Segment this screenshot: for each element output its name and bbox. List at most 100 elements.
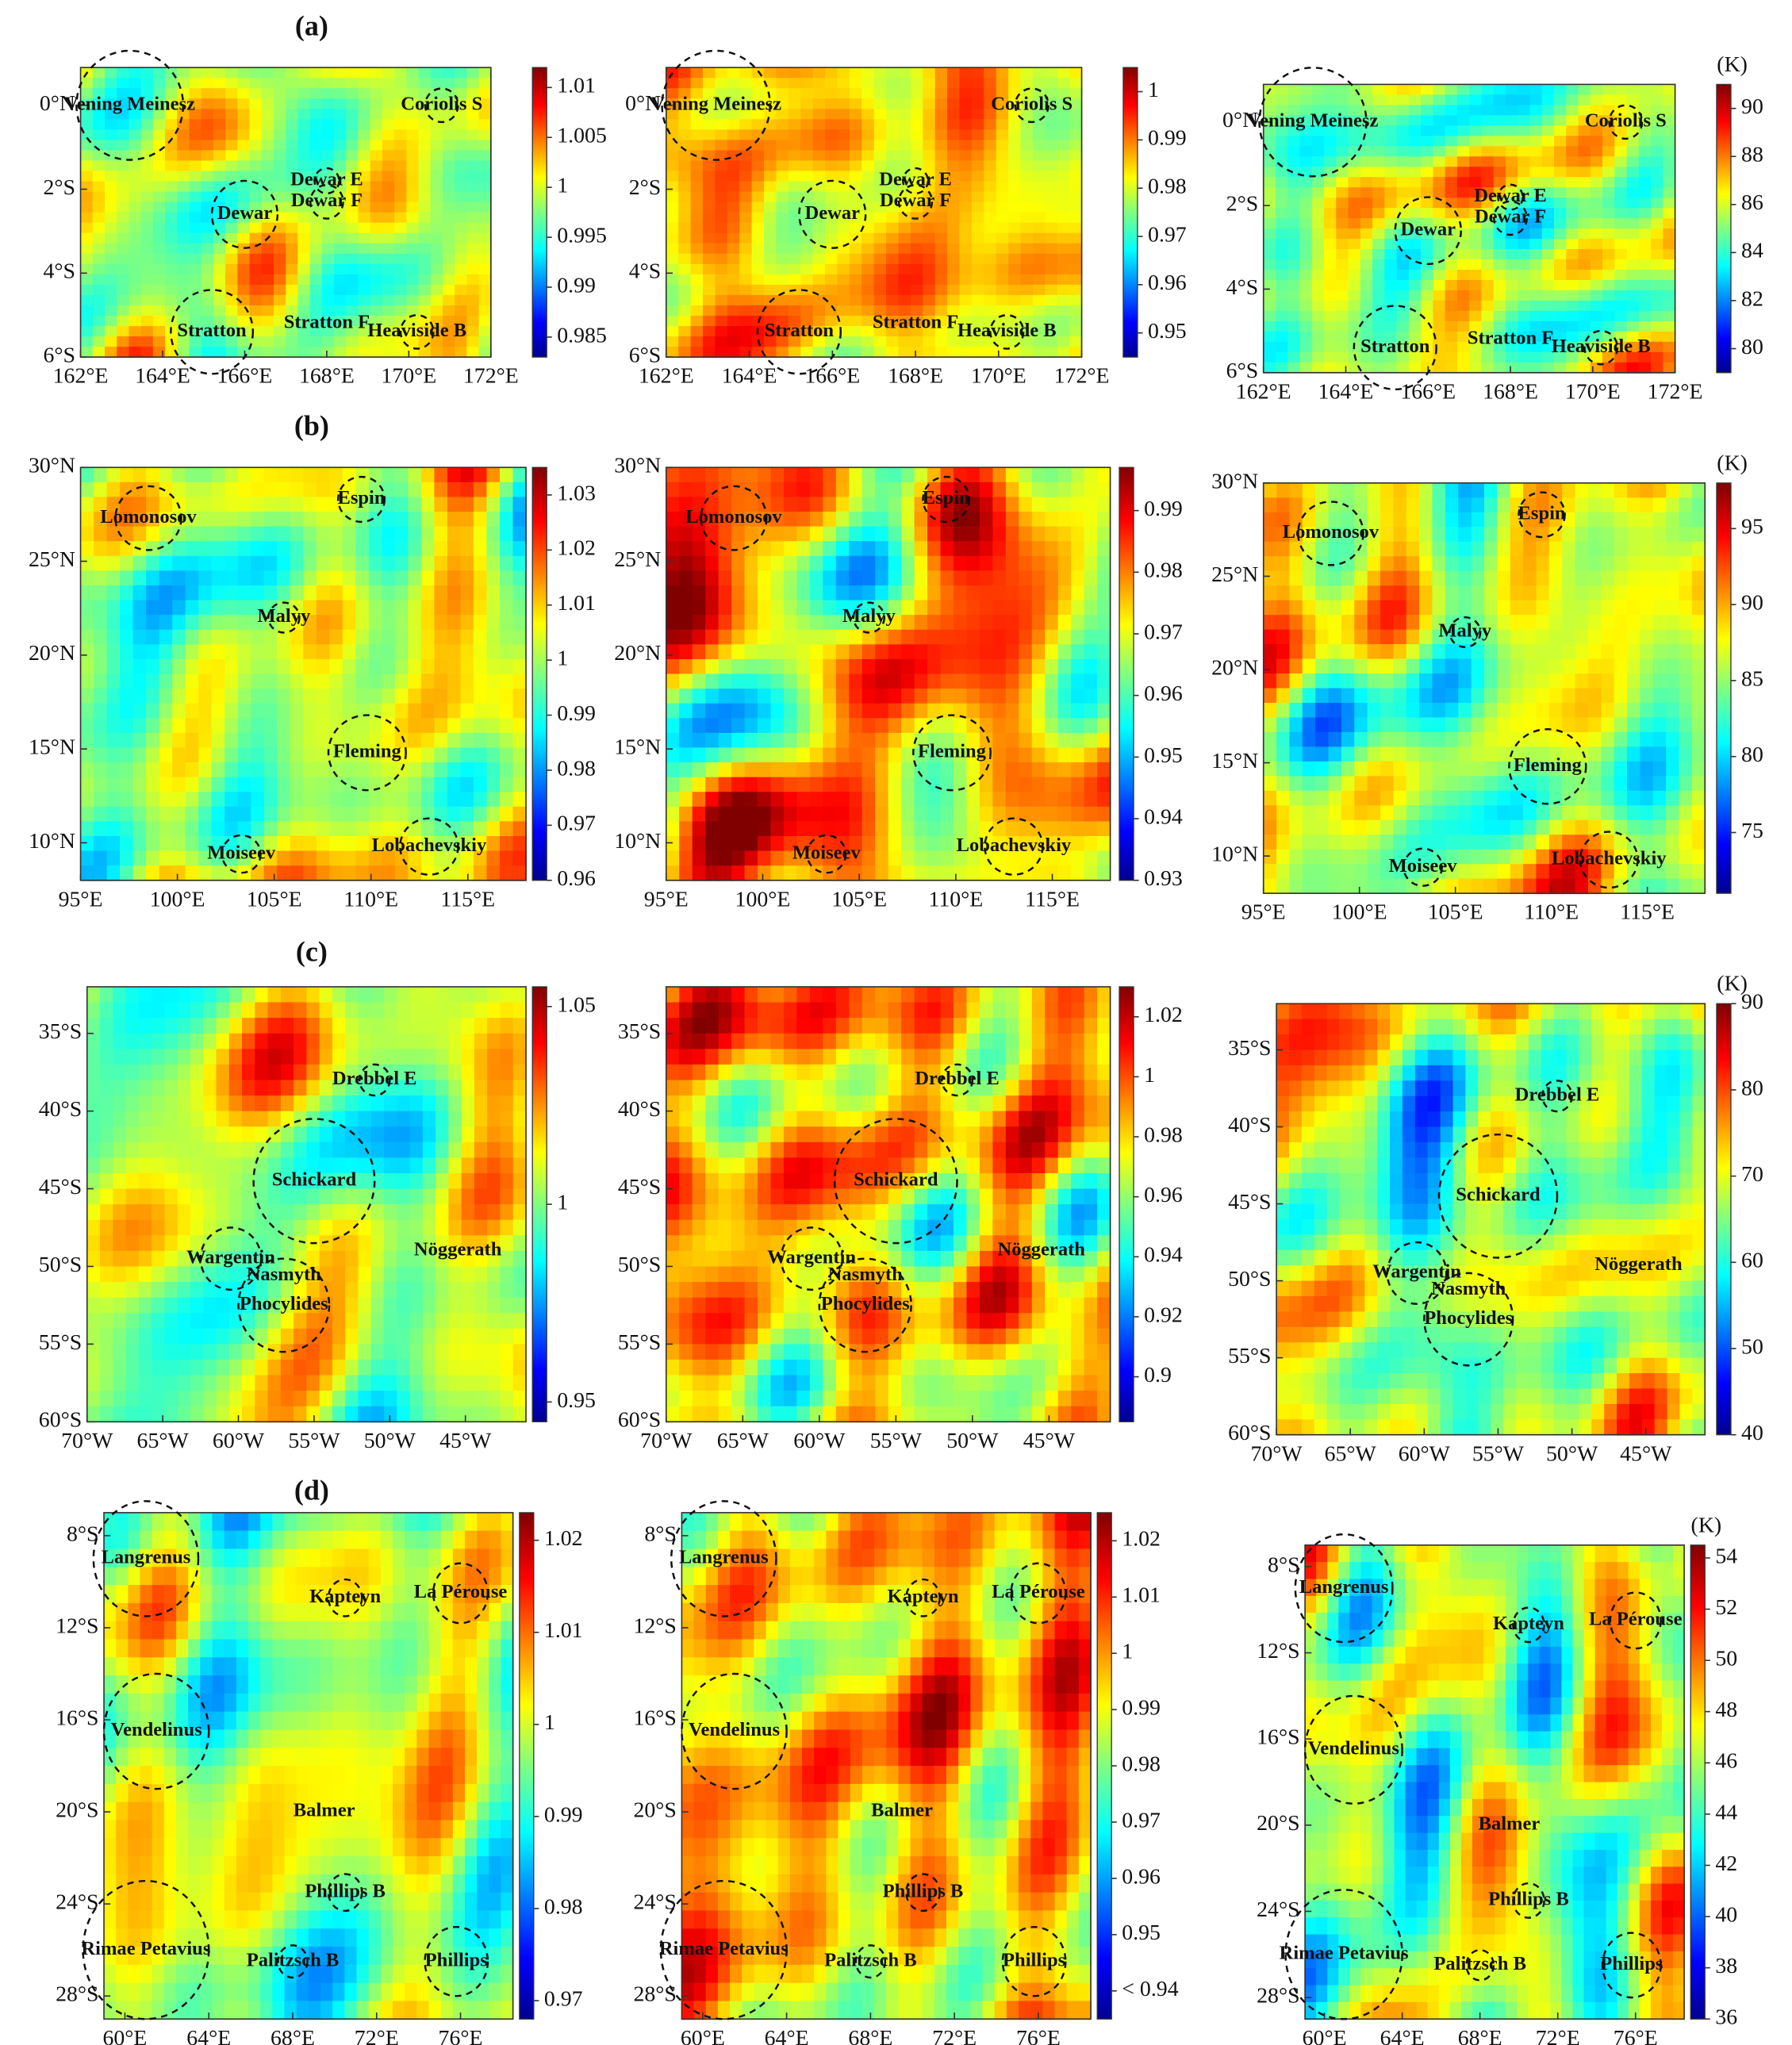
heatmap-cell bbox=[478, 191, 492, 203]
heatmap-cell bbox=[984, 305, 997, 317]
heatmap-cell bbox=[177, 274, 190, 286]
heatmap-cell bbox=[1384, 136, 1398, 148]
heatmap-cell bbox=[1626, 269, 1640, 281]
heatmap-cell bbox=[316, 482, 331, 498]
heatmap-cell bbox=[172, 835, 186, 852]
heatmap-cell bbox=[225, 78, 239, 90]
heatmap-cell bbox=[731, 600, 746, 616]
heatmap-cell bbox=[901, 600, 915, 616]
heatmap-cell bbox=[910, 150, 924, 162]
heatmap-cell bbox=[770, 570, 785, 586]
heatmap-cell bbox=[198, 629, 213, 646]
heatmap-cell bbox=[776, 263, 789, 275]
heatmap-cell bbox=[120, 673, 134, 690]
heatmap-cell bbox=[1578, 218, 1591, 230]
colorbar bbox=[1122, 67, 1138, 358]
heatmap-cell bbox=[731, 792, 746, 808]
heatmap-cell bbox=[1408, 167, 1422, 178]
heatmap-cell bbox=[923, 243, 936, 255]
heatmap-cell bbox=[1299, 136, 1313, 148]
heatmap-cell bbox=[1541, 259, 1555, 270]
heatmap-cell bbox=[1336, 331, 1349, 343]
heatmap-cell bbox=[189, 181, 202, 193]
heatmap-cell bbox=[1045, 160, 1058, 172]
heatmap-cell bbox=[94, 600, 108, 616]
heatmap-cell bbox=[355, 658, 370, 675]
heatmap-cell bbox=[1518, 279, 1531, 291]
heatmap-cell bbox=[370, 67, 383, 79]
heatmap-cell bbox=[715, 232, 728, 244]
heatmap-cell bbox=[1433, 84, 1446, 96]
heatmap-cell bbox=[1071, 762, 1085, 778]
heatmap-cell bbox=[923, 109, 936, 121]
heatmap-cell bbox=[1057, 570, 1073, 586]
heatmap-cell bbox=[927, 835, 942, 852]
heatmap-cell bbox=[1008, 119, 1022, 131]
heatmap-cell bbox=[1469, 239, 1483, 251]
heatmap-cell bbox=[910, 67, 924, 79]
heatmap-cell bbox=[261, 98, 274, 110]
heatmap-cell bbox=[213, 305, 227, 317]
heatmap-cell bbox=[420, 570, 436, 586]
heatmap-cell bbox=[290, 835, 305, 852]
heatmap-cell bbox=[1008, 294, 1022, 306]
heatmap-cell bbox=[104, 171, 118, 182]
heatmap-cell bbox=[727, 129, 741, 141]
heatmap-cell bbox=[346, 98, 359, 110]
heatmap-cell bbox=[825, 119, 838, 131]
heatmap-cell bbox=[1421, 167, 1434, 178]
heatmap-cell bbox=[94, 762, 108, 778]
heatmap-cell bbox=[837, 129, 850, 141]
heatmap-cell bbox=[394, 703, 409, 719]
heatmap-cell bbox=[1481, 115, 1495, 127]
heatmap-cell bbox=[370, 129, 383, 141]
heatmap-cell bbox=[751, 67, 766, 79]
heatmap-cell bbox=[861, 747, 877, 764]
heatmap-cell bbox=[225, 160, 239, 172]
heatmap-cell bbox=[744, 658, 759, 675]
heatmap-cell bbox=[321, 191, 336, 203]
heatmap-cell bbox=[886, 67, 900, 79]
heatmap-cell bbox=[764, 232, 777, 244]
heatmap-cell bbox=[408, 570, 422, 586]
heatmap-cell bbox=[1057, 497, 1073, 513]
heatmap-cell bbox=[286, 67, 299, 79]
heatmap-cell bbox=[1541, 115, 1555, 127]
heatmap-cell bbox=[420, 467, 436, 483]
heatmap-cell bbox=[442, 263, 456, 275]
heatmap-cell bbox=[1005, 497, 1020, 513]
heatmap-cell bbox=[825, 274, 838, 286]
heatmap-cell bbox=[1518, 269, 1531, 281]
heatmap-cell bbox=[355, 541, 370, 557]
heatmap-cell bbox=[1005, 615, 1020, 631]
heatmap-cell bbox=[1456, 125, 1471, 137]
heatmap-cell bbox=[382, 129, 396, 141]
heatmap-cell bbox=[914, 777, 929, 793]
heatmap-cell bbox=[690, 222, 704, 234]
heatmap-cell bbox=[1020, 212, 1034, 224]
heatmap-cell bbox=[172, 689, 186, 704]
heatmap-cell bbox=[120, 835, 134, 852]
y-tick-label: 20°N bbox=[29, 641, 75, 666]
heatmap-cell bbox=[1045, 243, 1058, 255]
crater-label: Stratton bbox=[765, 320, 835, 341]
heatmap-cell bbox=[788, 243, 802, 255]
heatmap-cell bbox=[1529, 310, 1543, 322]
heatmap-cell bbox=[783, 792, 798, 808]
heatmap-cell bbox=[1069, 347, 1083, 359]
heatmap-cell bbox=[1421, 84, 1434, 96]
heatmap-cell bbox=[80, 835, 95, 852]
heatmap-cell bbox=[273, 150, 287, 162]
heatmap-cell bbox=[1360, 208, 1374, 220]
heatmap-cell bbox=[146, 689, 160, 704]
heatmap-cell bbox=[914, 541, 929, 557]
heatmap-cell bbox=[1372, 198, 1386, 209]
heatmap-cell bbox=[1019, 526, 1033, 543]
heatmap-cell bbox=[434, 600, 448, 616]
heatmap-cell bbox=[744, 747, 759, 764]
heatmap-cell bbox=[715, 171, 728, 182]
heatmap-cell bbox=[277, 497, 291, 513]
heatmap-cell bbox=[886, 109, 900, 121]
heatmap-cell bbox=[406, 129, 420, 141]
heatmap-cell bbox=[152, 315, 167, 328]
